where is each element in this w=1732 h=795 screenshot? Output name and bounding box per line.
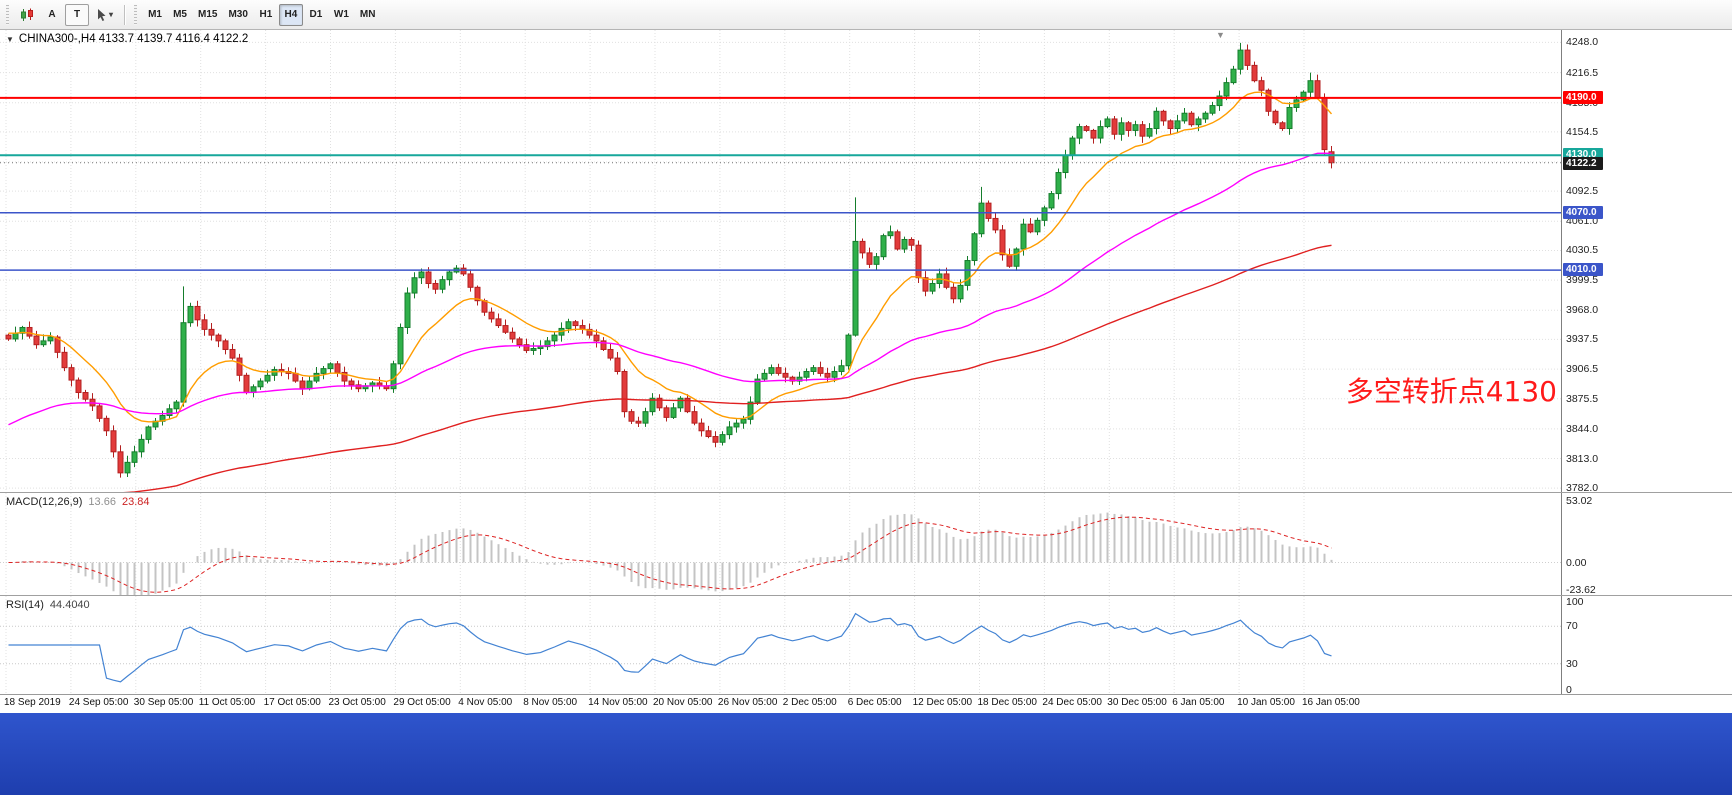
chart-type-button[interactable]: [15, 4, 39, 26]
candlestick-icon: [21, 8, 33, 21]
toolbar-grip[interactable]: [6, 4, 9, 25]
price-tick-label: 4030.5: [1566, 244, 1599, 257]
cursor-icon: [98, 8, 106, 21]
rsi-tick-label: 100: [1566, 596, 1584, 608]
time-label: 26 Nov 05:00: [717, 697, 778, 708]
rsi-tick-label: 70: [1566, 620, 1578, 633]
text-tool-button[interactable]: T: [65, 3, 89, 26]
time-label: 20 Nov 05:00: [653, 697, 713, 708]
time-axis-labels: 18 Sep 2019 24 Sep 05:00 30 Sep 05:00 11 Oc…: [0, 695, 1561, 713]
timeframe-button-h1[interactable]: H1: [254, 4, 278, 26]
time-label: 24 Dec 05:00: [1042, 697, 1102, 708]
main-chart-panel: ▼ CHINA300-,H4 4133.7 4139.7 4116.4 4122…: [0, 30, 1732, 495]
arrow-tool-button[interactable]: A: [40, 4, 64, 26]
text-tool-label: T: [73, 9, 81, 20]
arrow-tool-label: A: [48, 9, 56, 20]
price-tick-label: 3875.5: [1566, 392, 1599, 405]
timeframe-button-m5[interactable]: M5: [168, 4, 192, 26]
chart-annotation-text: 多空转折点4130: [1345, 375, 1557, 408]
macd-tick-label: 0.00: [1566, 556, 1587, 569]
main-chart-plot[interactable]: ▼ CHINA300-,H4 4133.7 4139.7 4116.4 4122…: [0, 30, 1561, 492]
price-tick-label: 4092.5: [1566, 185, 1599, 198]
time-label: 4 Nov 05:00: [458, 697, 513, 708]
taskbar[interactable]: [0, 713, 1732, 795]
price-tick-label: 3999.5: [1566, 274, 1599, 287]
candlestick-chart: [0, 30, 1561, 492]
price-tick-label: 4248.0: [1566, 36, 1599, 49]
time-label: 12 Dec 05:00: [912, 697, 973, 708]
timeframe-button-m30[interactable]: M30: [223, 4, 252, 26]
time-label: 29 Oct 05:00: [393, 697, 451, 708]
timeframe-button-d1[interactable]: D1: [304, 4, 328, 26]
macd-tick-label: 53.02: [1566, 495, 1593, 508]
bid-price-label: 4122.2: [1563, 156, 1603, 170]
time-label: 30 Sep 05:00: [133, 697, 194, 708]
timeframe-toolbar-grip[interactable]: [134, 4, 138, 25]
time-label: 23 Oct 05:00: [328, 697, 386, 708]
time-label: 30 Dec 05:00: [1107, 697, 1167, 708]
time-label: 14 Nov 05:00: [588, 697, 648, 708]
timeframe-button-m15[interactable]: M15: [193, 4, 222, 26]
rsi-name: RSI(14): [6, 599, 44, 611]
macd-tick-label: -23.62: [1566, 583, 1596, 596]
price-tick-label: 3906.5: [1566, 363, 1599, 376]
time-label: 24 Sep 05:00: [68, 697, 129, 708]
macd-axis[interactable]: 53.02 0.00 -23.62: [1561, 493, 1732, 596]
price-tick-label: 3782.0: [1566, 482, 1599, 495]
rsi-tick-label: 30: [1566, 657, 1578, 670]
time-label: 18 Dec 05:00: [977, 697, 1038, 708]
hline-price-label: 4070.0: [1563, 205, 1603, 219]
price-axis[interactable]: 4248.04216.54185.04154.54123.04092.54061…: [1561, 30, 1732, 495]
timeframe-toolbar: M1 M5 M15 M30 H1 H4 D1 W1 MN: [143, 3, 381, 26]
rsi-label: RSI(14) 44.4040: [6, 599, 90, 611]
rsi-tick-label: 0: [1566, 684, 1572, 696]
price-tick-label: 3813.0: [1566, 452, 1599, 465]
macd-panel: MACD(12,26,9) 13.66 23.84 53.02 0.00 -23.6…: [0, 492, 1732, 596]
rsi-value: 44.4040: [49, 599, 90, 611]
dropdown-arrow-icon: ▾: [109, 10, 114, 19]
macd-main-value: 13.66: [88, 496, 116, 508]
rsi-panel: RSI(14) 44.4040 100 70 30 0: [0, 595, 1732, 696]
price-tick-label: 3844.0: [1566, 422, 1599, 435]
timeframe-button-w1[interactable]: W1: [329, 4, 354, 26]
price-tick-label: 4154.5: [1566, 125, 1599, 138]
toolbar-separator: [124, 4, 126, 25]
price-tick-label: 4216.5: [1566, 66, 1599, 79]
timeframe-button-h4[interactable]: H4: [278, 3, 303, 26]
time-label: 2 Dec 05:00: [782, 697, 837, 708]
chart-shift-marker[interactable]: ▼: [1216, 30, 1225, 40]
hline-price-label: 4190.0: [1563, 90, 1603, 104]
time-label: 6 Jan 05:00: [1172, 697, 1225, 708]
rsi-axis[interactable]: 100 70 30 0: [1561, 596, 1732, 696]
time-label: 11 Oct 05:00: [198, 697, 256, 708]
time-label: 8 Nov 05:00: [523, 697, 578, 708]
time-label: 10 Jan 05:00: [1237, 697, 1295, 708]
collapse-triangle-icon[interactable]: ▼: [6, 34, 14, 44]
time-axis[interactable]: 18 Sep 2019 24 Sep 05:00 30 Sep 05:00 11 Oc…: [0, 694, 1732, 713]
time-label: 16 Jan 05:00: [1302, 697, 1360, 708]
rsi-chart: [0, 596, 1561, 694]
chart-title: ▼ CHINA300-,H4 4133.7 4139.7 4116.4 4122…: [6, 33, 248, 45]
chart-title-text: CHINA300-,H4 4133.7 4139.7 4116.4 4122.2: [18, 33, 249, 45]
time-label: 6 Dec 05:00: [847, 697, 902, 708]
time-label: 18 Sep 2019: [4, 697, 61, 708]
hline-price-label: 4010.0: [1563, 263, 1603, 277]
time-label: 17 Oct 05:00: [263, 697, 321, 708]
macd-signal-value: 23.84: [121, 496, 150, 508]
price-tick-label: 3937.5: [1566, 333, 1599, 346]
timeframe-button-mn[interactable]: MN: [355, 4, 381, 26]
timeframe-button-m1[interactable]: M1: [143, 4, 167, 26]
rsi-plot[interactable]: RSI(14) 44.4040: [0, 596, 1561, 694]
draw-tools-button[interactable]: ▾: [90, 4, 118, 26]
main-toolbar: A T ▾ M1 M5 M15 M30 H1 H4 D1 W1 MN: [0, 0, 1732, 30]
macd-name: MACD(12,26,9): [6, 496, 83, 508]
macd-plot[interactable]: MACD(12,26,9) 13.66 23.84: [0, 493, 1561, 595]
macd-label: MACD(12,26,9) 13.66 23.84: [6, 496, 149, 508]
macd-chart: [0, 493, 1561, 595]
price-tick-label: 3968.0: [1566, 304, 1599, 317]
